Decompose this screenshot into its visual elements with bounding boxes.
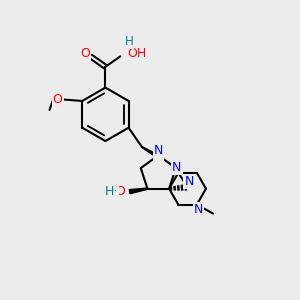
Text: OH: OH — [128, 47, 147, 61]
Text: N: N — [154, 147, 163, 160]
Text: N: N — [172, 161, 182, 174]
Text: O: O — [115, 184, 125, 198]
Text: H: H — [125, 35, 134, 48]
Text: N: N — [184, 176, 194, 188]
Text: H·: H· — [104, 184, 118, 198]
Text: N: N — [194, 203, 203, 217]
Text: N: N — [154, 144, 163, 157]
Polygon shape — [129, 188, 148, 194]
Text: O: O — [52, 93, 62, 106]
Text: O: O — [80, 47, 90, 61]
